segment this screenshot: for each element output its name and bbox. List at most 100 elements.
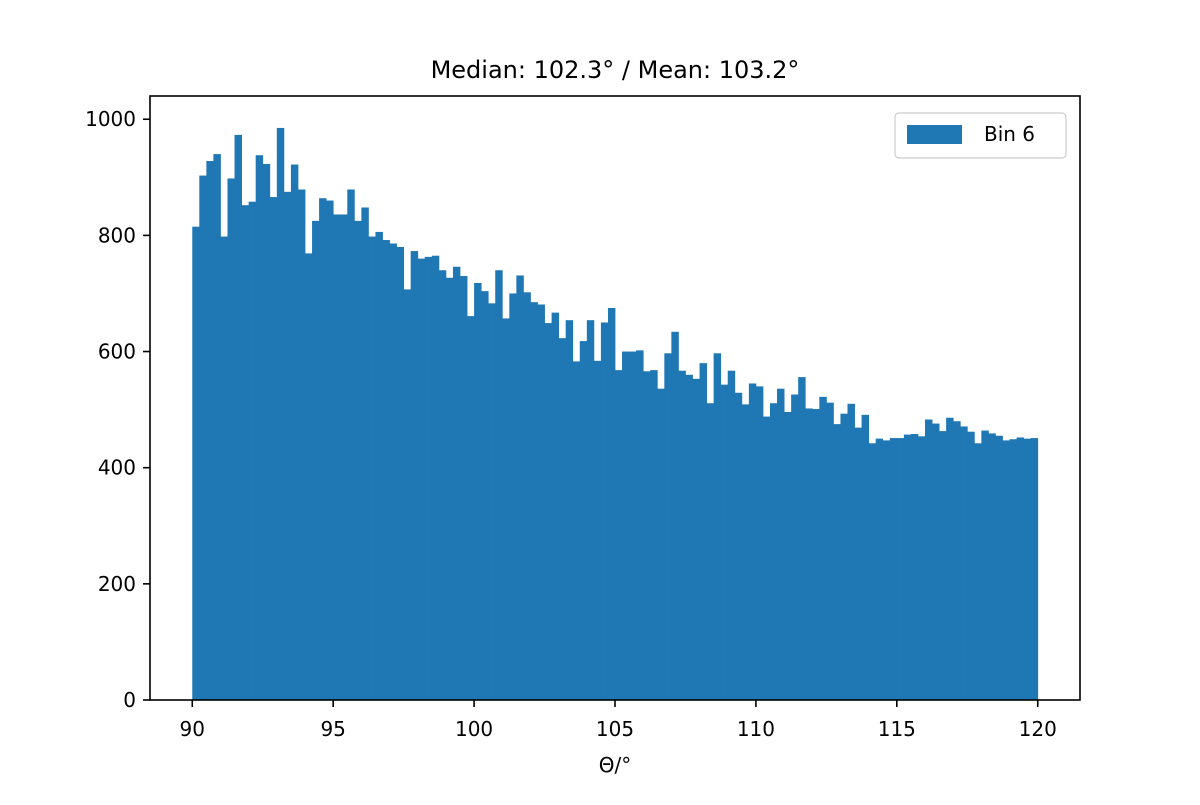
histogram-bar [1030, 438, 1039, 700]
histogram-bar [777, 388, 785, 700]
histogram-bar [326, 200, 334, 701]
histogram-bar [241, 205, 250, 700]
histogram-bar [939, 431, 947, 700]
chart-title: Median: 102.3° / Mean: 103.2° [431, 56, 800, 84]
histogram-bar [657, 388, 665, 700]
histogram-bar [1023, 438, 1032, 700]
histogram-bar [685, 374, 693, 700]
y-tick-label: 400 [98, 456, 136, 480]
histogram-bar [932, 423, 940, 700]
histogram-bar [981, 430, 989, 700]
x-axis-label: Θ/° [599, 753, 631, 777]
histogram-bar [199, 175, 207, 701]
histogram-bar [354, 220, 362, 700]
histogram-bar [910, 434, 919, 700]
histogram-bar [995, 435, 1003, 700]
histogram-bar [579, 341, 588, 700]
histogram-bar [741, 404, 750, 700]
histogram-bar [452, 266, 461, 700]
histogram-bar [678, 370, 686, 700]
histogram-bar [248, 201, 257, 700]
histogram-bar [227, 178, 235, 700]
histogram-bar [833, 424, 841, 700]
histogram-bar [523, 292, 531, 700]
histogram-bar [854, 427, 862, 700]
histogram-bar [417, 258, 426, 700]
histogram-bar [622, 351, 630, 700]
histogram-bar [889, 438, 898, 700]
histogram-bar [650, 370, 658, 700]
histogram-bar [770, 403, 778, 700]
y-tick-label: 800 [98, 223, 136, 247]
histogram-bar [925, 419, 933, 700]
histogram-bar [826, 402, 834, 700]
histogram-bar [213, 154, 221, 701]
histogram-bar [1002, 440, 1010, 700]
histogram-bar [368, 236, 376, 701]
histogram-bar [410, 251, 419, 701]
histogram-bar [396, 247, 405, 700]
histogram-bar [234, 134, 242, 700]
histogram-bar [283, 191, 292, 701]
x-tick-label: 105 [596, 717, 634, 741]
histogram-bar [375, 231, 383, 700]
histogram-bar [727, 370, 736, 700]
histogram-bar [643, 371, 651, 700]
x-tick-label: 95 [320, 717, 345, 741]
histogram-bar [474, 283, 482, 700]
histogram-bar [495, 270, 503, 700]
histogram-bar [438, 270, 447, 700]
y-tick-label: 200 [98, 572, 136, 596]
histogram-bar [671, 331, 679, 700]
histogram-bar [946, 417, 954, 700]
histogram-bar [706, 403, 715, 700]
histogram-bar [297, 189, 306, 700]
histogram-bar [481, 291, 489, 700]
histogram-bar [692, 378, 700, 700]
histogram-bar [551, 312, 560, 700]
histogram-bar [791, 394, 799, 700]
histogram-bar [586, 320, 595, 700]
histogram-bar [699, 363, 707, 700]
histogram-bar [467, 316, 475, 700]
histogram-bar [664, 353, 672, 700]
histogram-bar [917, 436, 926, 700]
histogram-bar [220, 236, 228, 701]
histogram-bar [572, 361, 581, 700]
histogram-bar [445, 277, 454, 700]
y-tick-label: 0 [123, 688, 136, 712]
histogram-bar [819, 396, 827, 700]
histogram-bar [389, 243, 397, 700]
histogram-bar [460, 276, 468, 700]
legend-frame [894, 112, 1067, 159]
histogram-bar [565, 320, 574, 700]
x-tick-label: 110 [737, 717, 775, 741]
legend-label: Bin 6 [984, 122, 1035, 146]
histogram-bar [896, 438, 905, 700]
histogram-bar [798, 377, 806, 700]
histogram-bar [537, 304, 545, 700]
histogram-bar [424, 256, 433, 700]
histogram-bar [276, 127, 285, 700]
histogram-bar [530, 302, 538, 700]
histogram-bar [784, 411, 792, 700]
bars-layer [192, 127, 1039, 701]
histogram-bar [558, 338, 567, 700]
histogram-bar [636, 350, 644, 700]
histogram-bar [509, 293, 517, 700]
histogram-bar [607, 307, 616, 700]
histogram-bar [382, 240, 390, 700]
histogram-bar [431, 255, 440, 700]
histogram-bar [762, 416, 771, 700]
histogram-bar [262, 163, 271, 700]
histogram-bar [255, 155, 264, 700]
y-tick-label: 600 [98, 340, 136, 364]
histogram-bar [502, 318, 510, 700]
histogram-bar [812, 409, 820, 700]
histogram-bar [875, 438, 884, 700]
histogram-bar [488, 303, 496, 700]
histogram-bar [615, 370, 623, 700]
histogram-bar [340, 214, 348, 700]
